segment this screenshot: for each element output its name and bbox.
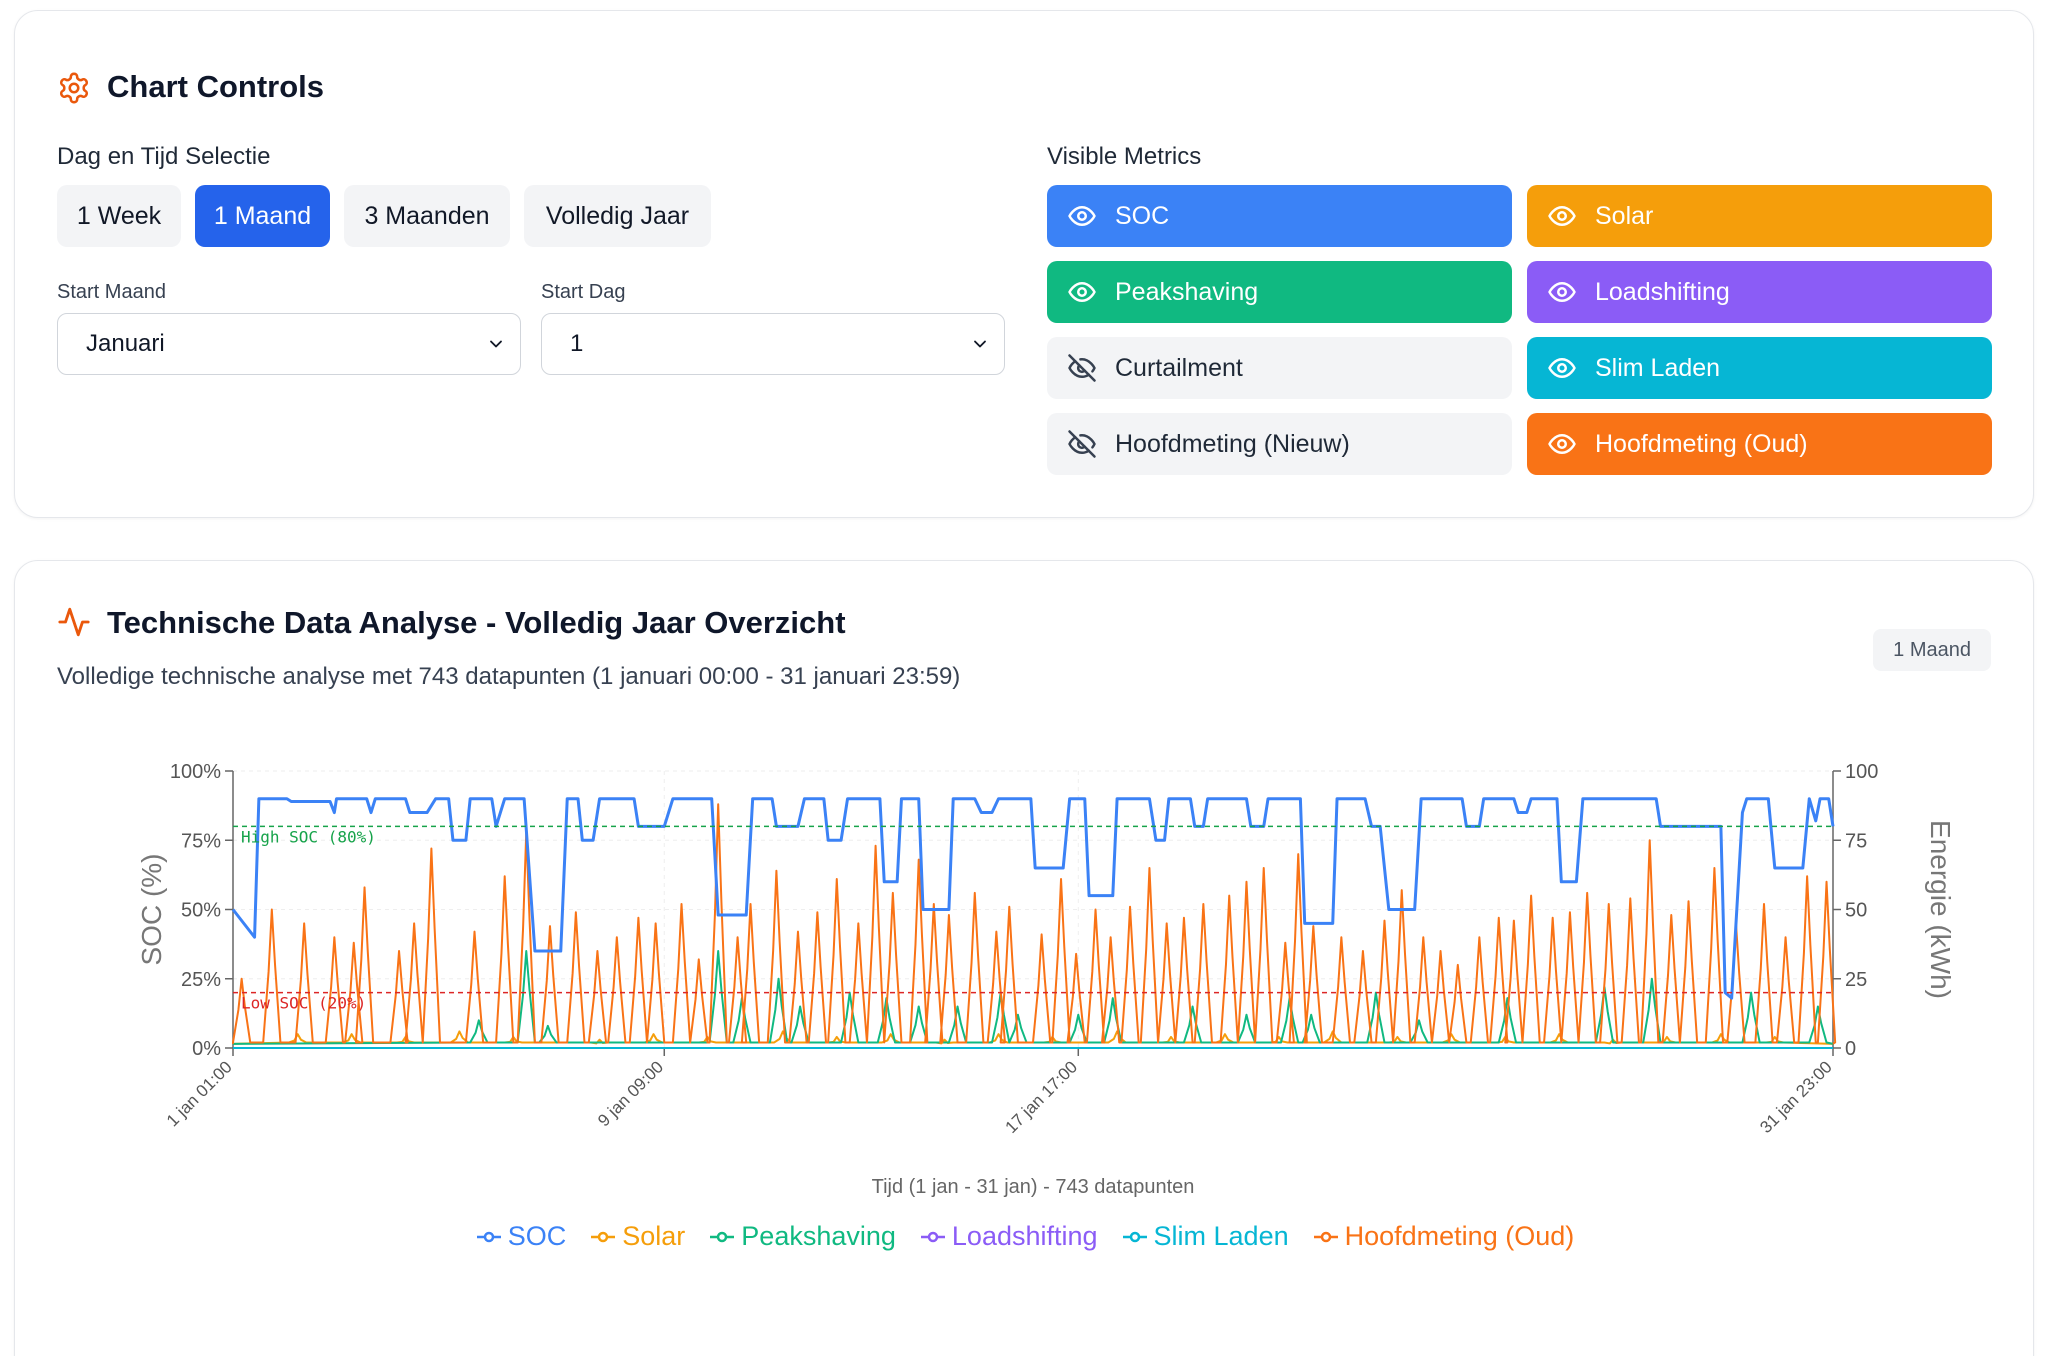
metric-label: Hoofdmeting (Nieuw) <box>1115 429 1350 458</box>
y-tick-label-left: 0% <box>192 1038 221 1060</box>
visible-metrics-label: Visible Metrics <box>1047 143 1202 170</box>
metric-label: Loadshifting <box>1595 277 1730 306</box>
y-tick-label-right: 0 <box>1845 1038 1856 1060</box>
y-axis-title-left: SOC (%) <box>136 854 167 966</box>
range-1-maand-button[interactable]: 1 Maand <box>195 185 330 247</box>
range-badge: 1 Maand <box>1873 629 1991 671</box>
legend-item-loadshifting[interactable]: Loadshifting <box>920 1221 1098 1252</box>
metric-toggle-loadshifting[interactable]: Loadshifting <box>1527 261 1992 323</box>
metric-label: Peakshaving <box>1115 277 1259 306</box>
reference-line-label: Low SOC (20%) <box>241 994 366 1013</box>
legend-label: Solar <box>622 1221 686 1251</box>
chart-legend: SOC Solar Peakshaving Loadshifting Slim Lade… <box>15 1221 2035 1252</box>
legend-line-icon <box>1313 1231 1338 1242</box>
eye-off-icon <box>1068 430 1096 458</box>
y-tick-label-left: 25% <box>181 969 221 991</box>
start-day-value: 1 <box>570 330 584 357</box>
range-1-week-button[interactable]: 1 Week <box>57 185 181 247</box>
x-tick-label: 17 jan 17:00 <box>1001 1057 1081 1137</box>
x-axis-title: Tijd (1 jan - 31 jan) - 743 datapunten <box>872 1176 1195 1198</box>
legend-label: Loadshifting <box>951 1221 1098 1251</box>
legend-label: SOC <box>507 1221 567 1251</box>
y-tick-label-right: 25 <box>1845 969 1867 991</box>
range-volledig-jaar-button[interactable]: Volledig Jaar <box>524 185 711 247</box>
analysis-subtitle: Volledige technische analyse met 743 dat… <box>57 663 961 690</box>
legend-label: Slim Laden <box>1153 1221 1289 1251</box>
eye-icon <box>1548 206 1576 226</box>
analysis-card: Technische Data Analyse - Volledig Jaar … <box>14 560 2034 1356</box>
legend-item-soc[interactable]: SOC <box>476 1221 567 1252</box>
y-tick-label-left: 75% <box>181 830 221 852</box>
legend-item-slim-laden[interactable]: Slim Laden <box>1122 1221 1289 1252</box>
legend-item-peakshaving[interactable]: Peakshaving <box>709 1221 896 1252</box>
eye-icon <box>1068 206 1096 226</box>
activity-icon <box>58 607 90 637</box>
series-line-hoofdmeting-oud <box>232 803 1837 1045</box>
metric-toggle-solar[interactable]: Solar <box>1527 185 1992 247</box>
controls-title: Chart Controls <box>107 69 324 104</box>
range-3-maanden-button[interactable]: 3 Maanden <box>344 185 510 247</box>
legend-line-icon <box>1122 1231 1147 1242</box>
x-tick-label: 9 jan 09:00 <box>594 1057 667 1130</box>
y-tick-label-right: 50 <box>1845 900 1867 922</box>
metric-toggle-peakshaving[interactable]: Peakshaving <box>1047 261 1512 323</box>
chevron-down-icon <box>490 340 502 348</box>
start-month-select[interactable]: Januari <box>57 313 521 375</box>
start-day-label: Start Dag <box>541 281 626 303</box>
series-line-soc <box>231 797 1835 1000</box>
metric-label: Slim Laden <box>1595 353 1721 382</box>
legend-item-solar[interactable]: Solar <box>590 1221 685 1252</box>
x-tick-label: 1 jan 01:00 <box>163 1057 236 1130</box>
legend-label: Peakshaving <box>741 1221 896 1251</box>
metric-label: Hoofdmeting (Oud) <box>1595 429 1808 458</box>
metric-toggle-curtailment[interactable]: Curtailment <box>1047 337 1512 399</box>
metric-toggle-hoofdmeting-oud[interactable]: Hoofdmeting (Oud) <box>1527 413 1992 475</box>
chart-controls-card: Chart Controls Dag en Tijd Selectie 1 We… <box>14 10 2034 518</box>
range-section-label: Dag en Tijd Selectie <box>57 143 271 170</box>
y-tick-label-right: 75 <box>1845 830 1867 852</box>
legend-line-icon <box>920 1231 945 1242</box>
legend-line-icon <box>710 1231 735 1242</box>
legend-label: Hoofdmeting (Oud) <box>1344 1221 1575 1251</box>
legend-line-icon <box>591 1231 616 1242</box>
analysis-title: Technische Data Analyse - Volledig Jaar … <box>107 605 846 640</box>
eye-off-icon <box>1068 354 1096 382</box>
legend-line-icon <box>476 1231 501 1242</box>
start-month-value: Januari <box>86 330 165 357</box>
legend-item-hoofdmeting-oud[interactable]: Hoofdmeting (Oud) <box>1313 1221 1575 1252</box>
metric-label: Curtailment <box>1115 353 1243 382</box>
eye-icon <box>1068 282 1096 302</box>
y-tick-label-right: 100 <box>1845 761 1878 783</box>
metric-toggle-hoofdmeting-nieuw[interactable]: Hoofdmeting (Nieuw) <box>1047 413 1512 475</box>
metric-label: SOC <box>1115 201 1170 230</box>
y-tick-label-left: 50% <box>181 900 221 922</box>
start-day-select[interactable]: 1 <box>541 313 1005 375</box>
start-month-label: Start Maand <box>57 281 166 303</box>
metric-toggle-soc[interactable]: SOC <box>1047 185 1512 247</box>
x-tick-label: 31 jan 23:00 <box>1756 1057 1836 1137</box>
technical-data-chart: 0% 25% 50% 75% 100% 0 25 50 75 100 1 jan 01:00 9 ja… <box>136 761 1956 1198</box>
gear-icon <box>59 72 89 104</box>
eye-icon <box>1548 434 1576 454</box>
chevron-down-icon <box>974 340 986 348</box>
metric-label: Solar <box>1595 201 1654 230</box>
eye-icon <box>1548 282 1576 302</box>
y-axis-title-right: Energie (kWh) <box>1925 820 1956 999</box>
metric-toggle-slim-laden[interactable]: Slim Laden <box>1527 337 1992 399</box>
eye-icon <box>1548 358 1576 378</box>
reference-line-label: High SOC (80%) <box>241 827 376 846</box>
y-tick-label-left: 100% <box>170 761 221 783</box>
